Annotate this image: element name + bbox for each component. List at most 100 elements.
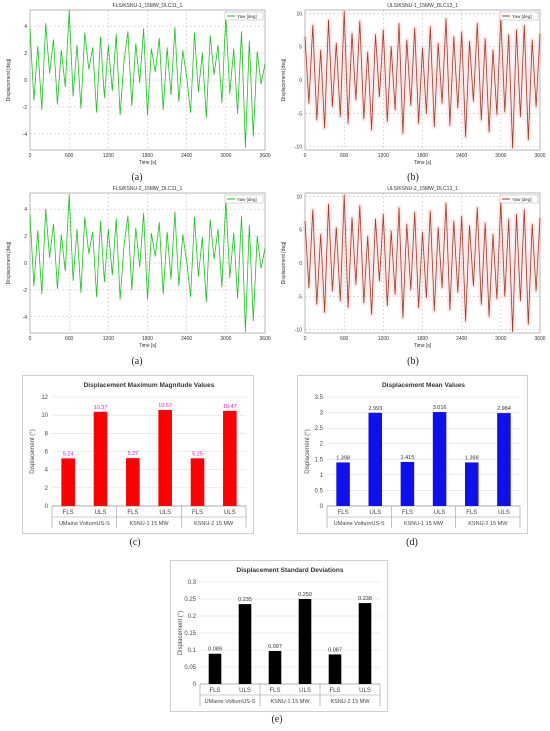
y-tick-label: 8 <box>45 431 49 437</box>
bar-frame-mean <box>297 375 528 534</box>
y-tick-label: -5 <box>298 111 303 117</box>
bar <box>126 458 140 506</box>
legend-label: Yaw [deg] <box>237 197 257 202</box>
y-axis-label: Displacement (°) <box>30 429 36 473</box>
y-tick-label: 0.15 <box>184 631 196 637</box>
x-tick-label: 3600 <box>534 336 545 342</box>
group-label: UMaine VolturnUS-S <box>205 699 256 705</box>
x-tick-label: ULS <box>299 688 311 694</box>
x-tick-label: 600 <box>340 336 349 342</box>
legend-label: Yaw [deg] <box>512 197 532 202</box>
bar-chart-max: Displacement Maximum Magnitude Values 0 2 4… <box>30 382 247 528</box>
caption-b2: (b) <box>407 356 419 367</box>
y-tick-label: 0 <box>24 261 27 267</box>
data-label: 10.47 <box>223 404 237 410</box>
data-label: 10.37 <box>94 405 108 411</box>
chart-title: FLS/KSNU-1_15MW_DLC11_1 <box>113 3 183 9</box>
group-label: KSNU-2 15 MW <box>468 521 508 527</box>
y-tick-label: -2 <box>23 105 28 111</box>
legend-box <box>499 194 539 204</box>
group-label: UMaine VolturnUS-S <box>59 521 110 527</box>
legend-label: Yaw [deg] <box>512 14 532 19</box>
x-axis-label: Time [s] <box>139 343 157 349</box>
caption-a2: (a) <box>131 356 143 367</box>
x-tick-label: ULS <box>95 510 107 516</box>
x-axis-label: Time [s] <box>139 160 157 166</box>
y-tick-label: 10 <box>296 194 302 200</box>
bar <box>61 458 75 506</box>
x-tick-label: 3000 <box>495 336 506 342</box>
bar <box>298 599 312 684</box>
y-tick-label: 0.1 <box>188 648 197 654</box>
y-tick-label: 0.25 <box>184 597 196 603</box>
data-label: 5.24 <box>63 451 74 457</box>
data-label: 3.016 <box>433 405 447 411</box>
x-tick-label: 2400 <box>181 153 192 159</box>
caption-c: (c) <box>129 537 141 548</box>
y-tick-label: -4 <box>23 132 28 138</box>
y-tick-label: 10 <box>296 11 302 17</box>
legend-box <box>499 11 539 21</box>
y-tick-label: 2 <box>320 442 324 448</box>
x-tick-label: ULS <box>159 510 171 516</box>
y-axis-label: Displacement (°) <box>178 611 184 655</box>
x-tick-label: FLS <box>402 510 413 516</box>
legend-box <box>224 194 264 204</box>
y-tick-label: 6 <box>45 450 49 456</box>
y-tick-label: 0 <box>193 682 197 688</box>
x-tick-label: 600 <box>65 153 74 159</box>
ts-chart-uls-2: ULS/KSNU-2_15MW_DLC13_1 0 600 1200 1800 2400 3… <box>281 186 546 349</box>
data-label: 0.089 <box>208 647 222 653</box>
x-tick-label: FLS <box>269 688 280 694</box>
group-label: UMaine VolturnUS-S <box>334 521 385 527</box>
x-tick-label: FLS <box>329 688 340 694</box>
ts-chart-fls-1: FLS/KSNU-1_15MW_DLC11_1 0 600 1200 1800 2400 3… <box>6 3 271 166</box>
x-tick-label: 2400 <box>456 336 467 342</box>
bar <box>208 653 222 684</box>
y-tick-label: 10 <box>41 413 48 419</box>
group-label: KSNU-2 15 MW <box>194 521 234 527</box>
y-tick-label: -10 <box>295 328 302 334</box>
x-tick-label: 1200 <box>103 336 114 342</box>
y-tick-label: 12 <box>41 395 48 401</box>
data-label: 0.097 <box>268 644 282 650</box>
y-tick-label: 2.5 <box>315 426 324 432</box>
y-tick-label: -2 <box>23 288 28 294</box>
data-label: 5.25 <box>192 451 203 457</box>
y-tick-label: 0.05 <box>184 665 196 671</box>
group-label: KSNU-1 15 MW <box>270 699 310 705</box>
y-tick-label: 0 <box>299 261 302 267</box>
x-tick-label: 2400 <box>181 336 192 342</box>
y-axis-label: Displacement [deg] <box>281 58 287 101</box>
data-label: 0.235 <box>238 597 252 603</box>
bar <box>358 603 372 684</box>
chart-title: Displacement Maximum Magnitude Values <box>84 382 215 389</box>
data-label: 1.398 <box>465 455 479 461</box>
bar <box>93 411 108 506</box>
caption-e: (e) <box>271 714 283 725</box>
bar <box>432 412 447 506</box>
x-tick-label: ULS <box>359 688 371 694</box>
y-axis-label: Displacement [deg] <box>6 58 12 101</box>
x-tick-label: 1200 <box>378 153 389 159</box>
y-tick-label: 1 <box>320 473 324 479</box>
y-tick-label: 1.5 <box>315 457 324 463</box>
x-tick-label: 0 <box>29 153 32 159</box>
y-tick-label: 0.3 <box>188 580 197 586</box>
x-tick-label: FLS <box>466 510 477 516</box>
y-tick-label: 4 <box>24 207 27 213</box>
bar <box>400 461 415 506</box>
x-tick-label: 3600 <box>534 153 545 159</box>
x-tick-label: 0 <box>304 336 307 342</box>
x-tick-label: 0 <box>29 336 32 342</box>
bar <box>223 410 237 506</box>
x-tick-label: 3000 <box>495 153 506 159</box>
chart-title: ULS/KSNU-1_15MW_DLC13_1 <box>387 3 458 9</box>
ts-chart-uls-1: ULS/KSNU-1_15MW_DLC13_1 0 600 1200 1800 2400 3… <box>281 3 546 166</box>
x-tick-label: ULS <box>224 510 236 516</box>
caption-b: (b) <box>407 172 419 183</box>
bar <box>368 412 383 506</box>
group-label: KSNU-2 15 MW <box>330 699 370 705</box>
y-tick-label: -10 <box>295 145 302 151</box>
y-tick-label: 0 <box>320 504 324 510</box>
